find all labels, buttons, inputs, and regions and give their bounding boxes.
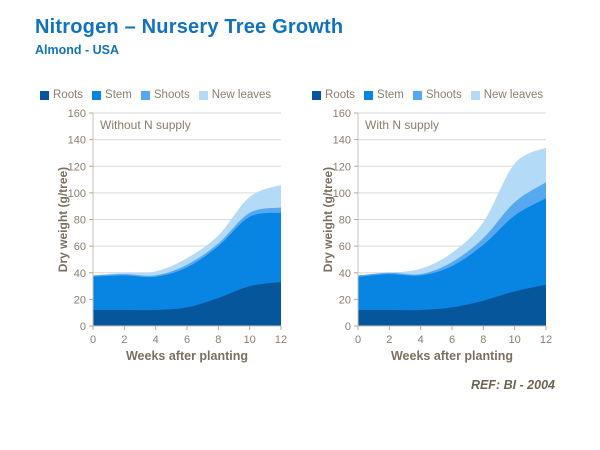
- legend-label: Stem: [377, 89, 404, 101]
- x-tick-label: 6: [184, 334, 190, 346]
- legend-swatch-icon: [312, 90, 321, 100]
- chart-plot-area: 0 20 40 60 80 100 120 140 160 0 2 4 6 8 10 12: [333, 108, 552, 346]
- legend-item-shoots: Shoots: [140, 89, 190, 101]
- legend-swatch-icon: [40, 90, 49, 100]
- legend-label: New leaves: [211, 89, 272, 101]
- x-tick-label: 4: [418, 334, 424, 346]
- y-tick-label: 60: [339, 241, 351, 253]
- chart-condition-label: With N supply: [365, 118, 440, 132]
- x-tick-label: 10: [244, 334, 256, 346]
- page-title: Nitrogen – Nursery Tree Growth: [35, 16, 344, 38]
- legend-label: Shoots: [425, 89, 462, 101]
- legend-label: Roots: [53, 89, 84, 101]
- legend-swatch-icon: [140, 90, 150, 100]
- y-tick-label: 140: [333, 135, 351, 147]
- legend-item-roots: Roots: [312, 89, 355, 101]
- y-tick-label: 0: [80, 321, 86, 333]
- chart-condition-label: Without N supply: [100, 118, 191, 132]
- y-tick-label: 100: [333, 188, 351, 200]
- legend-left: Roots Stem Shoots New leaves: [40, 88, 271, 102]
- x-tick-label: 2: [121, 334, 127, 346]
- legend-label: Shoots: [153, 89, 190, 101]
- y-tick-label: 120: [68, 161, 86, 173]
- chart-plot-area: 0 20 40 60 80 100 120 140 160 0 2 4 6 8 10 12: [68, 108, 287, 346]
- x-tick-label: 2: [386, 334, 392, 346]
- y-tick-label: 20: [339, 294, 351, 306]
- y-tick-label: 0: [345, 321, 351, 333]
- x-axis-title-right: Weeks after planting: [390, 349, 514, 363]
- x-tick-label: 0: [355, 334, 361, 346]
- x-tick-label: 12: [540, 334, 552, 346]
- legend-label: Roots: [325, 89, 356, 101]
- legend-item-new-leaves: New leaves: [470, 89, 544, 101]
- x-tick-label: 10: [509, 334, 521, 346]
- legend-label: New leaves: [483, 89, 544, 101]
- area-roots: [93, 282, 281, 326]
- area-stem: [358, 198, 546, 326]
- y-tick-label: 160: [68, 108, 86, 120]
- legend-right: Roots Stem Shoots New leaves: [312, 88, 543, 102]
- reference-label: REF: BI - 2004: [470, 378, 555, 392]
- legend-item-stem: Stem: [92, 89, 132, 101]
- y-tick-label: 40: [74, 268, 86, 280]
- y-tick-label: 120: [333, 161, 351, 173]
- y-tick-label: 20: [74, 294, 86, 306]
- x-tick-label: 4: [153, 334, 159, 346]
- legend-swatch-icon: [412, 90, 422, 100]
- y-tick-label: 40: [339, 268, 351, 280]
- y-tick-label: 60: [74, 241, 86, 253]
- x-tick-label: 0: [90, 334, 96, 346]
- y-tick-label: 160: [333, 108, 351, 120]
- x-axis-title-left: Weeks after planting: [125, 349, 249, 363]
- chart-without-n-supply: 0 20 40 60 80 100 120 140 160 0 2 4 6 8 10 12 Without N…: [50, 105, 295, 365]
- x-tick-label: 8: [215, 334, 221, 346]
- y-tick-label: 80: [339, 215, 351, 227]
- legend-item-new-leaves: New leaves: [198, 89, 272, 101]
- y-tick-label: 80: [74, 215, 86, 227]
- y-tick-label: 140: [68, 135, 86, 147]
- y-axis-title-left: Dry weight (g/tree): [56, 166, 70, 273]
- legend-item-shoots: Shoots: [412, 89, 462, 101]
- area-roots: [358, 284, 546, 326]
- y-axis-title-right: Dry weight (g/tree): [321, 166, 335, 273]
- legend-item-roots: Roots: [40, 89, 83, 101]
- x-tick-label: 12: [275, 334, 287, 346]
- legend-swatch-icon: [92, 90, 102, 100]
- legend-swatch-icon: [364, 90, 374, 100]
- chart-with-n-supply: 0 20 40 60 80 100 120 140 160 0 2 4 6 8 10 12 With N su…: [315, 105, 560, 365]
- legend-label: Stem: [105, 89, 132, 101]
- legend-swatch-icon: [198, 90, 208, 100]
- legend-swatch-icon: [470, 90, 480, 100]
- x-tick-label: 8: [480, 334, 486, 346]
- legend-item-stem: Stem: [364, 89, 404, 101]
- y-tick-label: 100: [68, 188, 86, 200]
- page-subtitle: Almond - USA: [35, 43, 120, 57]
- x-tick-label: 6: [449, 334, 455, 346]
